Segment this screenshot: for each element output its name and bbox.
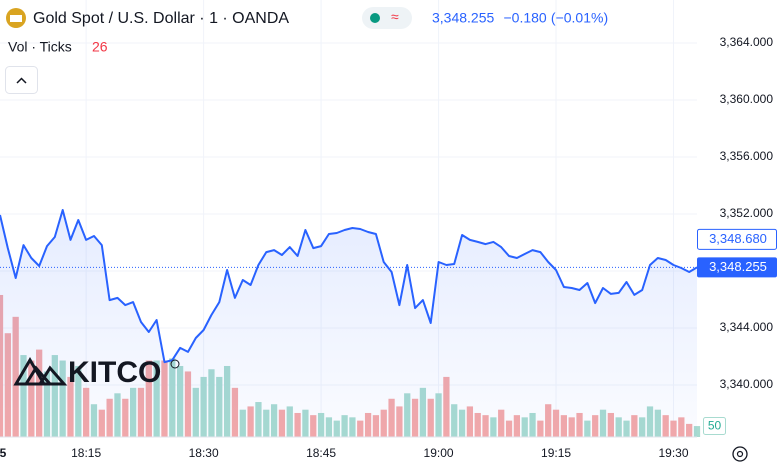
registered-mark	[170, 359, 180, 369]
volume-legend-value: 26	[92, 39, 108, 55]
x-tick-label: 18:45	[306, 446, 336, 460]
y-tick-label: 3,352.000	[720, 206, 774, 220]
watermark: KITCO	[13, 356, 180, 389]
area-fill	[0, 210, 697, 437]
market-status[interactable]	[362, 7, 412, 29]
watermark-text: KITCO	[68, 356, 161, 389]
volume-value-box	[703, 417, 726, 435]
last-price-label: 3,348.255	[709, 259, 767, 274]
x-tick-label: 5	[0, 446, 7, 460]
header: Gold Spot / U.S. Dollar · 1 · OANDA ≈ 3,…	[5, 7, 608, 94]
watermark-icon	[13, 357, 68, 386]
last-price: 3,348.255	[432, 10, 494, 26]
price-change: −0.180	[503, 10, 546, 26]
status-dot	[370, 13, 380, 23]
collapse-icon	[16, 77, 27, 84]
y-tick-label: 3,360.000	[720, 92, 774, 106]
settings[interactable]	[732, 446, 748, 462]
symbol-icon-bar	[10, 15, 22, 22]
volume-legend: Vol · Ticks	[8, 39, 72, 55]
bid-price-box	[697, 228, 777, 250]
axes: 3,340.0003,344.0003,348.0003,352.0003,35…	[0, 35, 777, 460]
price-change-pct: (−0.01%)	[551, 10, 608, 26]
x-tick-label: 18:15	[71, 446, 101, 460]
collapse-button[interactable]	[5, 66, 38, 94]
settings-icon-center	[736, 450, 744, 458]
x-tick-label: 19:30	[658, 446, 688, 460]
x-tick-label: 18:30	[189, 446, 219, 460]
last-price-box	[697, 257, 777, 278]
y-tick-label: 3,340.000	[720, 377, 774, 391]
status-icon: ≈	[391, 9, 399, 25]
y-tick-label: 3,364.000	[720, 35, 774, 49]
volume-value-label: 50	[708, 419, 722, 433]
y-tick-label: 3,344.000	[720, 320, 774, 334]
x-tick-label: 19:15	[541, 446, 571, 460]
settings-icon[interactable]	[732, 446, 748, 462]
symbol-title: Gold Spot / U.S. Dollar · 1 · OANDA	[33, 10, 289, 27]
y-tick-label: 3,356.000	[720, 149, 774, 163]
price-line	[0, 209, 698, 364]
price-pane	[0, 209, 698, 437]
bid-price-label: 3,348.680	[709, 231, 767, 246]
x-tick-label: 19:00	[424, 446, 454, 460]
